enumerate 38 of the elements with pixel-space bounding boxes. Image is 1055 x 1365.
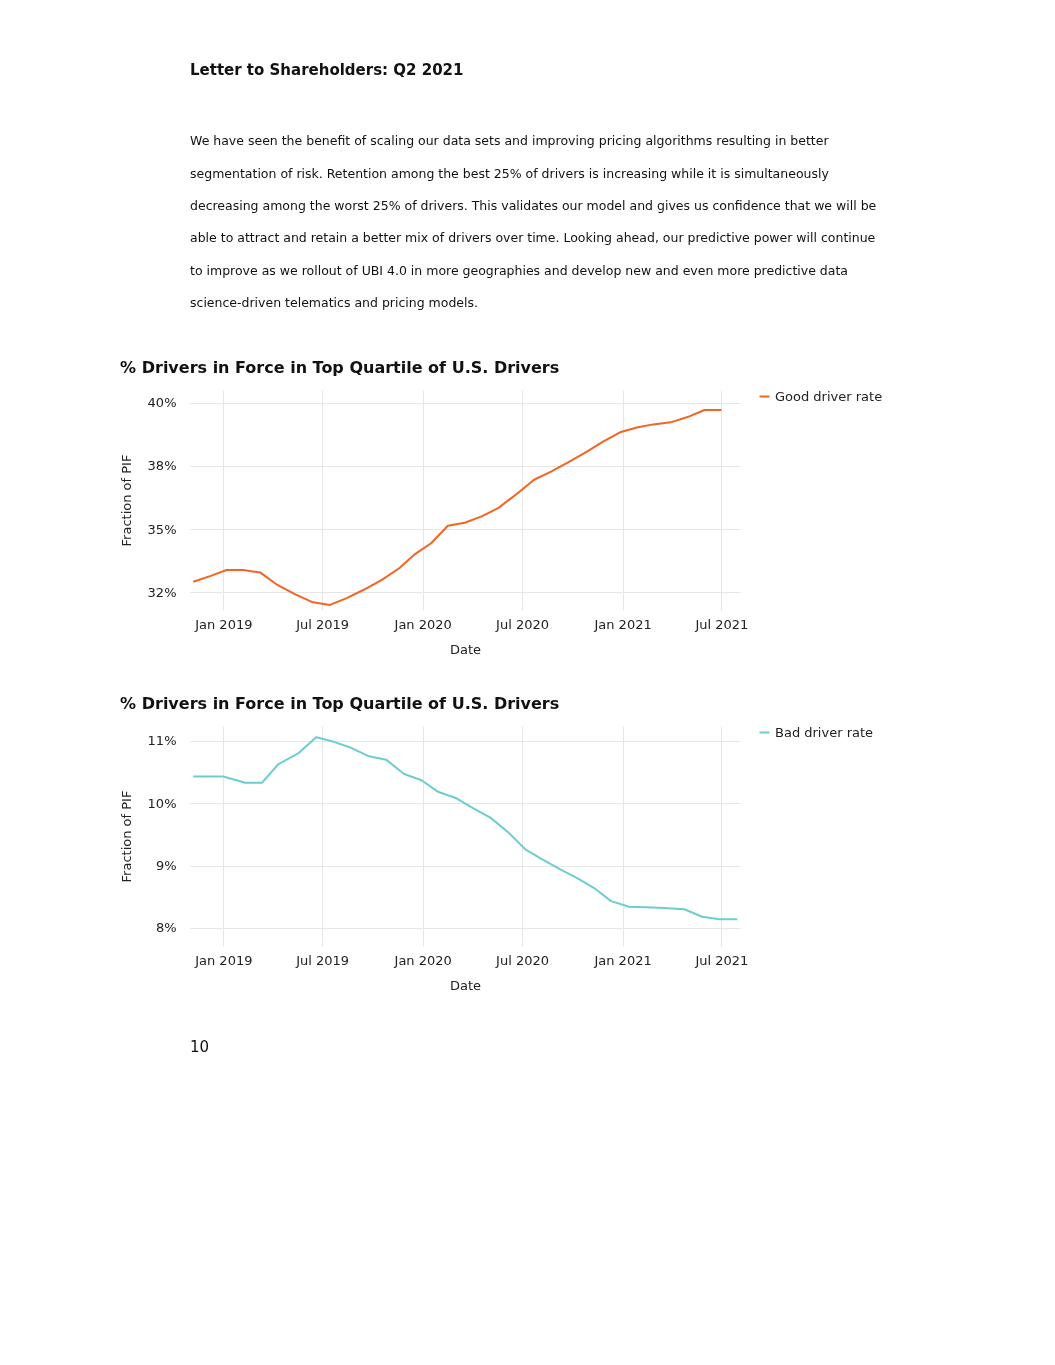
text: decreasing among the worst 25% of drivers. This validates our model and gives us confidence that we will be	[190, 198, 877, 213]
y-tick-label: 35%	[147, 521, 177, 537]
x-tick-label: Jan 2019	[194, 952, 253, 968]
y-axis-title: Fraction of PIF	[118, 790, 134, 883]
text: We have seen the benefit of scaling our data sets and improving pricing algorithms resulting in better	[190, 133, 830, 149]
legend-label: Bad driver rate	[775, 724, 874, 740]
x-tick-label: Jul 2020	[495, 616, 550, 632]
text: to improve as we rollout of UBI 4.0 in more geographies and develop new and even more predictive data	[190, 262, 849, 278]
text: able to attract and retain a better mix of drivers over time. Looking ahead, our predictive power will continue	[190, 230, 876, 246]
y-tick-label: 10%	[147, 795, 177, 811]
y-tick-label: 8%	[155, 920, 177, 936]
chart-title: % Drivers in Force in Top Quartile of U.S. Drivers	[120, 358, 560, 377]
x-tick-label: Jul 2021	[694, 952, 749, 968]
x-tick-label: Jul 2021	[694, 616, 749, 632]
text: 10	[190, 1038, 210, 1056]
line-series	[192, 736, 739, 921]
y-tick-label: 40%	[147, 395, 177, 411]
text: segmentation of risk. Retention among the best 25% of drivers is increasing while it is simultaneously	[190, 165, 830, 181]
y-tick-label: 32%	[147, 584, 177, 600]
text: science-driven telematics and pricing models.	[190, 295, 479, 311]
x-tick-label: Jan 2020	[393, 616, 452, 632]
chart-title: % Drivers in Force in Top Quartile of U.S. Drivers	[120, 694, 560, 713]
x-tick-label: Jan 2021	[593, 616, 652, 632]
y-tick-label: 9%	[155, 858, 177, 874]
y-tick-label: 38%	[147, 458, 177, 474]
line-series	[192, 408, 723, 606]
x-tick-label: Jul 2020	[495, 952, 550, 968]
y-tick-label: 11%	[147, 733, 177, 749]
x-tick-label: Jan 2021	[593, 952, 652, 968]
x-tick-label: Jul 2019	[295, 616, 350, 632]
x-axis-title: Date	[449, 977, 482, 993]
legend-label: Good driver rate	[775, 388, 883, 404]
x-tick-label: Jan 2020	[393, 952, 452, 968]
x-axis-title: Date	[449, 641, 482, 657]
x-tick-label: Jul 2019	[295, 952, 350, 968]
y-axis-title: Fraction of PIF	[118, 454, 134, 547]
text: Letter to Shareholders: Q2 2021	[190, 61, 464, 79]
x-tick-label: Jan 2019	[194, 616, 253, 632]
